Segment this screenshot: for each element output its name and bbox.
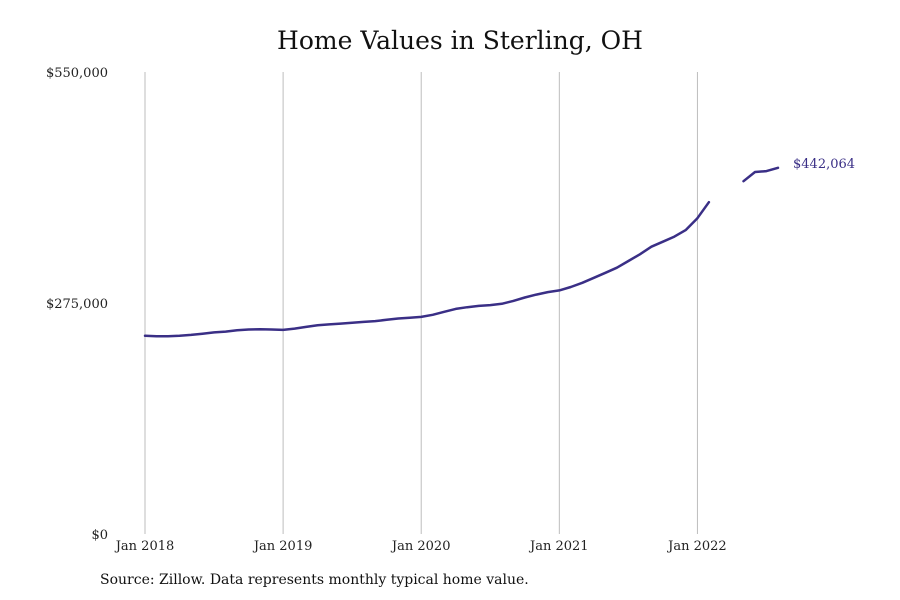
x-tick-label: Jan 2020 [390,539,451,554]
chart-title: Home Values in Sterling, OH [277,26,643,55]
source-note: Source: Zillow. Data represents monthly … [100,572,529,588]
end-value-label-group: $442,064 [793,157,855,172]
x-tick-label: Jan 2021 [528,539,589,554]
y-tick-label: $0 [91,528,108,543]
series-line-segment-1 [742,166,780,183]
end-value-label: $442,064 [793,157,855,172]
y-axis-ticks: $0 $275,000 $550,000 [46,66,108,543]
y-tick-label: $275,000 [46,297,108,312]
x-tick-label: Jan 2019 [252,539,313,554]
gridlines [144,72,698,534]
series-line-segment-0 [143,200,711,338]
y-tick-label: $550,000 [46,66,108,81]
x-tick-label: Jan 2022 [666,539,727,554]
series-line [143,166,780,338]
x-tick-label: Jan 2018 [114,539,175,554]
x-axis-ticks: Jan 2018 Jan 2019 Jan 2020 Jan 2021 Jan 2022 [114,539,727,554]
